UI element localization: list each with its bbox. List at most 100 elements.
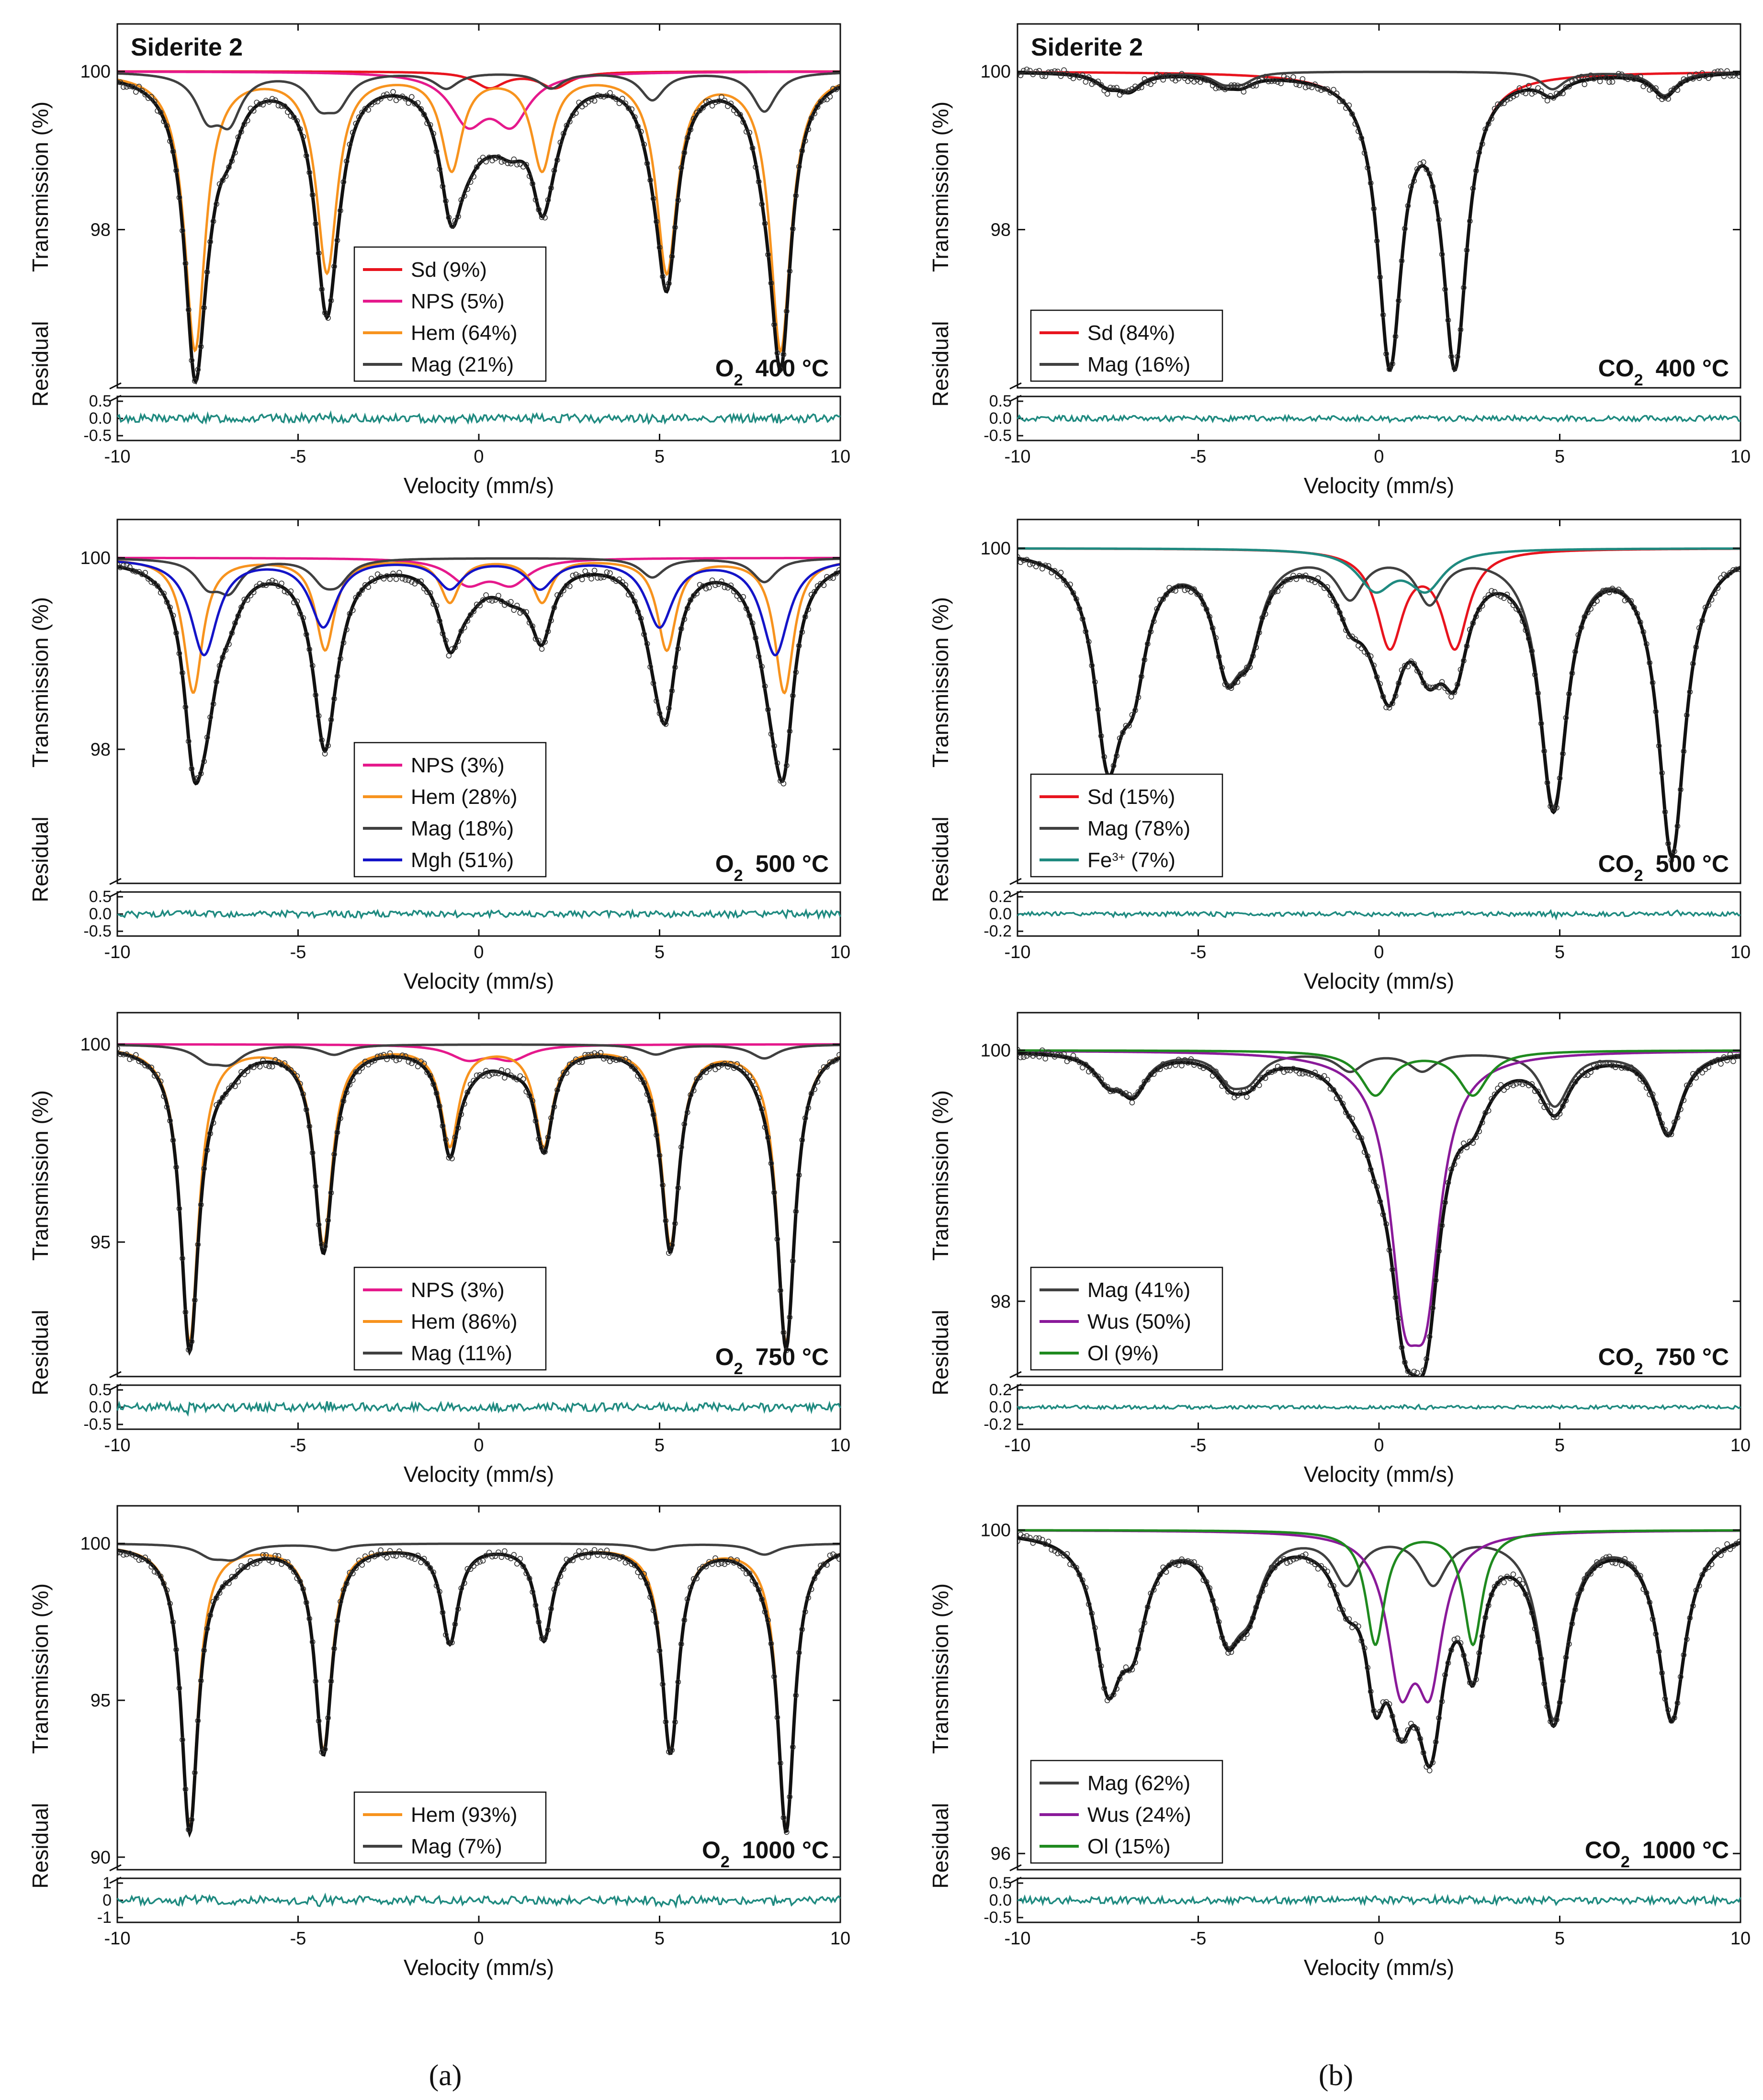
data-point [1064,582,1070,588]
y-axis-label: Transmission (%) [928,597,953,768]
data-point [579,576,585,582]
data-point [1467,1680,1473,1685]
data-point [1724,1541,1730,1547]
data-point [1439,1222,1445,1229]
data-point [1297,1071,1302,1076]
data-point [1625,76,1631,82]
data-point [121,1051,126,1058]
data-point [406,577,412,583]
data-point [127,564,133,570]
data-point [1424,1764,1429,1770]
condition-gas: CO [1598,1344,1634,1370]
x-axis-label: Velocity (mm/s) [404,1955,554,1980]
data-point [1526,1596,1532,1602]
data-point [285,1559,291,1565]
data-point [1024,1053,1030,1059]
data-point [1042,73,1048,79]
data-point [1439,251,1445,258]
data-point [1157,73,1163,79]
data-point [1597,591,1603,597]
data-point [1594,598,1600,604]
x-tick-label: 5 [655,1929,665,1949]
data-point [644,160,650,167]
data-point [297,1579,303,1584]
data-point [498,1554,505,1560]
y-tick-label: 100 [80,548,111,568]
data-point [666,1749,672,1755]
data-point [275,1059,282,1065]
data-point [378,1053,384,1059]
data-point [1575,75,1582,80]
data-point [1024,67,1030,72]
data-point [573,1552,579,1558]
x-tick-label: 0 [474,1929,484,1949]
data-point [1643,1590,1650,1596]
data-point [1479,1119,1485,1126]
data-point [1154,1580,1160,1586]
residual-tick-label: -0.2 [983,1415,1012,1434]
residual-axis-label: Residual [928,321,953,407]
data-point [288,1564,294,1570]
data-point [542,1149,548,1155]
data-point [396,570,402,576]
data-point [548,1606,554,1612]
condition-subscript: 2 [734,371,743,389]
data-point [1101,1082,1107,1088]
condition-temperature: 400 °C [1656,355,1729,382]
data-point [545,197,551,203]
residual-axis-label: Residual [928,1803,953,1889]
data-point [607,1554,613,1560]
data-point [235,134,241,140]
data-point [557,139,564,146]
data-point [830,575,836,581]
data-point [678,165,684,171]
data-point [1560,1103,1566,1109]
data-point [498,159,505,165]
data-point [464,186,471,192]
data-point [214,1595,219,1601]
data-point [1157,1066,1163,1072]
data-point [688,597,693,603]
data-point [1145,1077,1151,1083]
data-point [1222,1641,1228,1647]
data-point [210,218,216,225]
axis-break-mark [1009,1864,1022,1884]
data-point [1569,670,1575,676]
data-point [257,101,263,107]
data-point [1213,1606,1219,1612]
data-point [406,1554,412,1559]
data-point [1514,92,1519,98]
data-point [1563,715,1569,721]
residual-axis-label: Residual [928,817,953,903]
x-axis-label: Velocity (mm/s) [404,1462,554,1487]
data-point [384,1056,390,1062]
x-axis-label: Velocity (mm/s) [1304,1955,1454,1980]
data-point [250,589,257,595]
x-tick-label: 0 [1374,447,1384,467]
x-tick-label: 5 [1555,942,1565,962]
data-point [1647,660,1652,666]
data-point [185,738,192,744]
data-point [427,590,433,596]
data-point [1067,1056,1073,1062]
data-point [1169,587,1175,593]
data-point [836,84,840,90]
data-point [690,1088,697,1094]
data-point [418,106,424,112]
data-point [1606,1554,1612,1559]
data-point [1634,1571,1640,1578]
data-point [1386,1701,1392,1707]
x-tick-label: 10 [1730,942,1751,962]
residual-tick-label: 0.5 [989,392,1012,410]
data-point [656,1648,663,1654]
data-point [180,227,185,234]
condition-label: O2 400 °C [715,355,829,389]
data-point [629,1561,635,1567]
data-point [477,1559,483,1565]
data-point [814,104,821,110]
data-point [496,593,501,598]
data-points [117,1547,840,1835]
data-point [712,582,718,588]
data-point [564,1070,570,1076]
